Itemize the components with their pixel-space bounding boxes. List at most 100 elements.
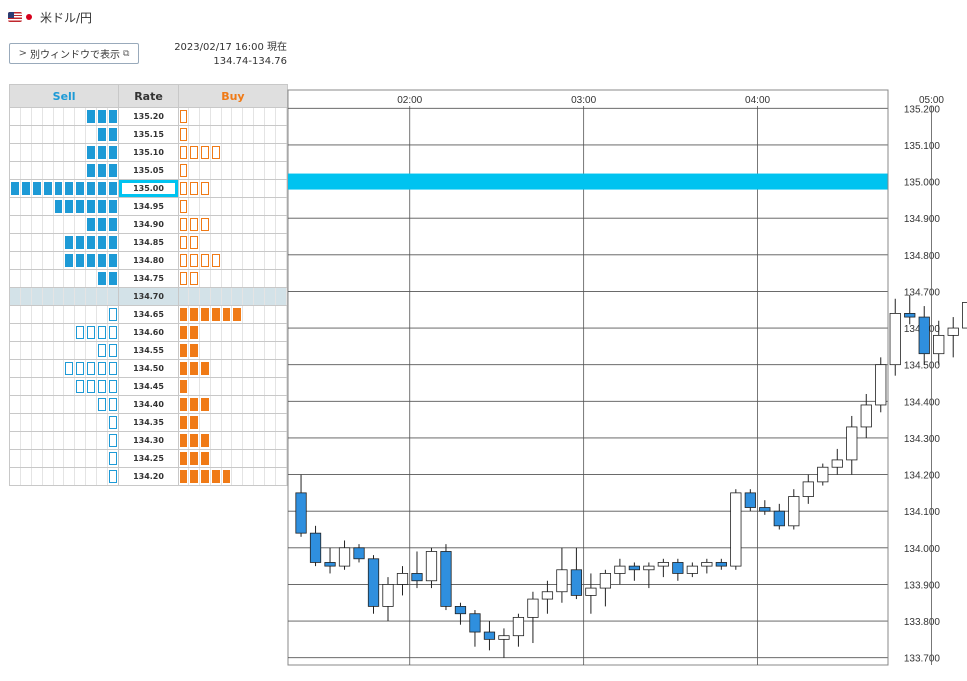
sell-order-block: [98, 200, 107, 213]
sell-order-block: [32, 182, 41, 195]
sell-order-block: [76, 254, 85, 267]
sell-order-block: [109, 362, 117, 375]
buy-cells: [178, 396, 287, 413]
sell-order-block: [109, 236, 117, 249]
buy-order-block: [189, 344, 198, 357]
buy-order-block: [200, 218, 209, 231]
buy-order-block: [189, 470, 198, 483]
y-tick-label: 134.900: [904, 214, 941, 225]
rate-cell: 134.75: [133, 274, 164, 283]
buy-order-block: [180, 452, 187, 465]
order-book-row: 135.15: [9, 126, 288, 144]
candle-body: [846, 426, 858, 461]
buy-order-block: [180, 434, 187, 447]
sell-order-block: [54, 200, 63, 213]
y-tick-label: 135.100: [904, 141, 941, 152]
buy-cells: [178, 180, 287, 197]
buy-order-block: [180, 182, 187, 195]
sell-order-block: [98, 182, 107, 195]
sell-order-block: [65, 236, 74, 249]
rate-cell: 134.90: [133, 220, 164, 229]
sell-order-block: [76, 362, 85, 375]
sell-order-block: [43, 182, 52, 195]
candle-body: [454, 606, 467, 615]
sell-order-block: [109, 200, 117, 213]
candle-body: [425, 551, 438, 582]
buy-order-block: [180, 380, 187, 393]
candle-body: [324, 562, 336, 567]
buy-order-block: [180, 272, 187, 285]
order-book-row: 134.50: [9, 360, 288, 378]
sell-cells: [10, 270, 119, 287]
buy-order-block: [200, 452, 209, 465]
buy-order-block: [180, 236, 187, 249]
sell-order-block: [109, 128, 117, 141]
sell-cells: [10, 432, 119, 449]
us-flag-icon: [8, 12, 22, 22]
buy-order-block: [189, 146, 198, 159]
sell-order-block: [109, 254, 117, 267]
candle-body: [889, 313, 901, 366]
pair-label: 米ドル/円: [40, 10, 93, 25]
open-window-button[interactable]: > 別ウィンドウで表示 ⧉: [9, 43, 139, 64]
y-tick-label: 133.900: [904, 580, 941, 591]
sell-order-block: [11, 182, 19, 195]
candle-body: [338, 547, 351, 567]
buy-cells: [178, 270, 287, 287]
candle-body: [570, 569, 583, 596]
buy-cells: [178, 216, 287, 233]
buy-cells: [178, 234, 287, 251]
candle-body: [469, 613, 481, 633]
sell-order-block: [65, 254, 74, 267]
open-window-label: 別ウィンドウで表示: [29, 50, 120, 61]
rate-cell: 134.80: [133, 256, 164, 265]
buy-cells: [178, 378, 287, 395]
candle-body: [802, 481, 814, 497]
x-tick-label: 04:00: [745, 95, 770, 106]
rate-header: Rate: [119, 85, 179, 107]
buy-order-block: [200, 254, 209, 267]
buy-order-block: [200, 470, 209, 483]
sell-cells: [10, 450, 119, 467]
buy-order-block: [189, 398, 198, 411]
sell-order-block: [87, 146, 96, 159]
sell-order-block: [98, 128, 107, 141]
candle-body: [628, 565, 640, 571]
candle-body: [715, 562, 727, 567]
buy-cells: [178, 252, 287, 269]
sell-cells: [10, 252, 119, 269]
candle-body: [512, 616, 525, 637]
y-tick-label: 133.800: [904, 617, 941, 628]
candle-body: [527, 598, 539, 618]
buy-order-block: [180, 398, 187, 411]
candle-body: [599, 573, 612, 589]
sell-cells: [10, 360, 119, 377]
order-book-row: 134.85: [9, 234, 288, 252]
buy-order-block: [233, 308, 242, 321]
rate-cell: 135.15: [133, 130, 164, 139]
sell-cells: [10, 324, 119, 341]
candle-body: [440, 551, 452, 607]
sell-cells: [10, 396, 119, 413]
sell-cells: [10, 216, 119, 233]
candle-body: [918, 316, 930, 355]
buy-cells: [178, 162, 287, 179]
sell-cells: [10, 162, 119, 179]
candle-body: [411, 573, 423, 582]
sell-order-block: [76, 182, 85, 195]
sell-order-block: [98, 236, 107, 249]
candle-body: [556, 569, 568, 593]
candle-body: [817, 466, 829, 483]
buy-cells: [178, 360, 287, 377]
candle-body: [831, 459, 843, 468]
sell-order-block: [65, 200, 74, 213]
buy-cells: [178, 450, 287, 467]
sell-order-block: [98, 362, 107, 375]
sell-order-block: [65, 182, 74, 195]
buy-order-block: [180, 164, 187, 177]
order-book-row: 134.60: [9, 324, 288, 342]
candle-body: [498, 635, 510, 640]
buy-order-block: [180, 344, 187, 357]
sell-order-block: [87, 380, 96, 393]
sell-order-block: [76, 380, 85, 393]
